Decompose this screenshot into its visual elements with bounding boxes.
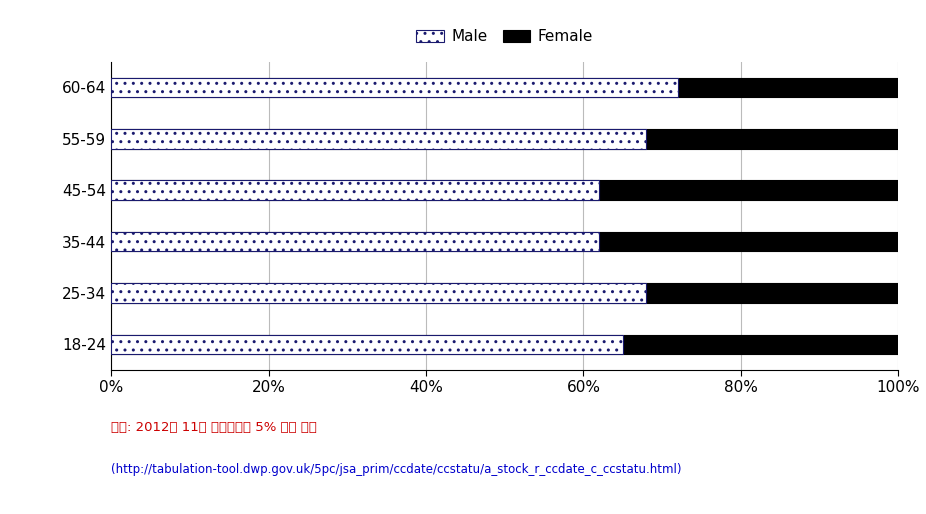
Bar: [111, 335, 898, 354]
Text: (http://tabulation-tool.dwp.gov.uk/5pc/jsa_prim/ccdate/ccstatu/a_stock_r_ccdate_: (http://tabulation-tool.dwp.gov.uk/5pc/j…: [111, 463, 682, 475]
Bar: [111, 283, 898, 303]
Bar: [111, 78, 898, 97]
Bar: [111, 283, 646, 303]
Bar: [111, 129, 646, 149]
Bar: [111, 335, 623, 354]
Bar: [111, 232, 599, 251]
Bar: [111, 180, 599, 200]
Legend: Male, Female: Male, Female: [410, 23, 599, 50]
Bar: [111, 78, 678, 97]
Text: 자료: 2012년 11월 노동연금부 5% 샘플 분석: 자료: 2012년 11월 노동연금부 5% 샘플 분석: [111, 421, 317, 434]
Bar: [111, 129, 898, 149]
Bar: [111, 180, 898, 200]
Bar: [111, 232, 898, 251]
